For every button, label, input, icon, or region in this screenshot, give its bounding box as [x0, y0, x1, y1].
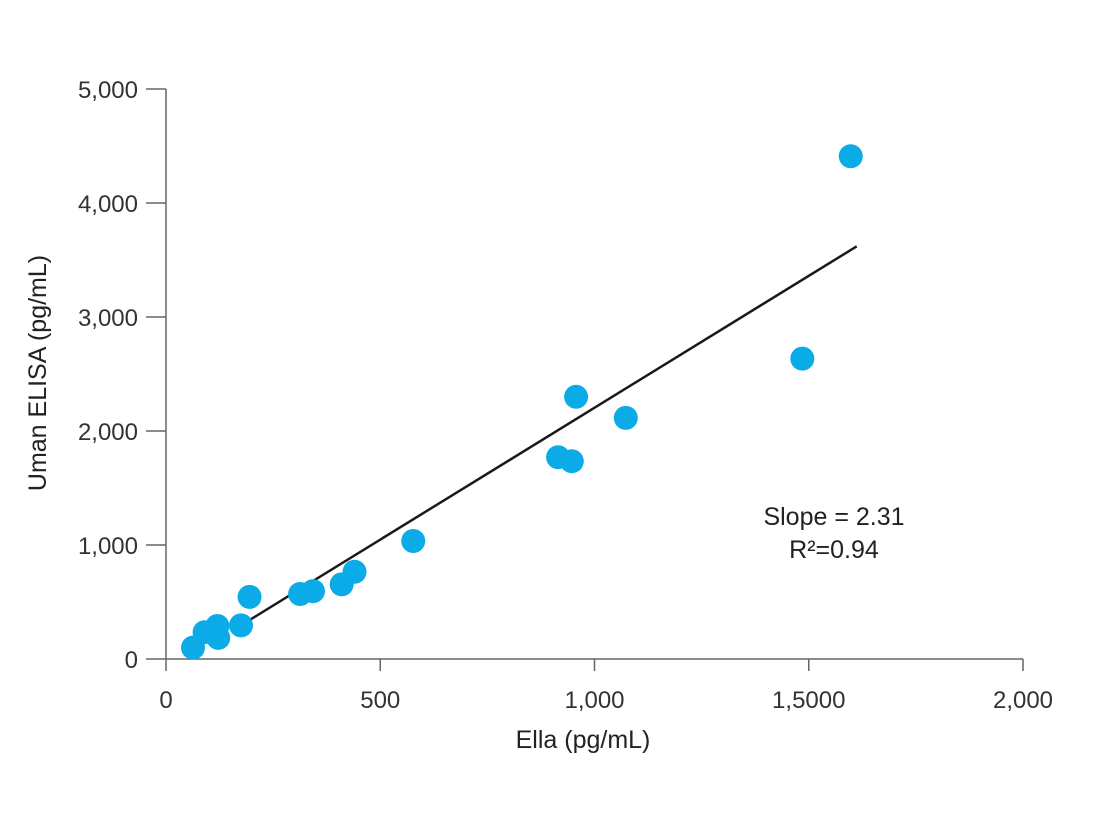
data-point [237, 584, 262, 609]
x-tick-label: 1,5000 [772, 687, 845, 714]
x-tick-label: 0 [159, 687, 172, 714]
x-tick-label: 1,000 [564, 687, 624, 714]
data-point [228, 613, 253, 638]
regression-line [246, 245, 858, 623]
data-point [559, 449, 584, 474]
y-tick-label: 3,000 [78, 305, 138, 332]
data-point [613, 405, 638, 430]
x-axis-title: Ella (pg/mL) [516, 726, 651, 754]
data-points [180, 144, 863, 660]
y-axis-title: Uman ELISA (pg/mL) [24, 255, 52, 491]
x-tick-label: 500 [360, 687, 400, 714]
data-point [790, 346, 815, 371]
fit-line-group [246, 245, 858, 623]
data-point [342, 559, 367, 584]
slope-annotation: Slope = 2.31 [763, 503, 904, 531]
y-tick-label: 2,000 [78, 419, 138, 446]
data-point [401, 529, 426, 554]
x-ticks: 0 500 1,000 1,5000 2,000 [159, 659, 1053, 714]
data-point [300, 579, 325, 604]
x-tick-label: 2,000 [993, 687, 1053, 714]
y-tick-label: 0 [125, 647, 138, 674]
data-point [206, 625, 231, 650]
r-squared-annotation: R²=0.94 [789, 536, 879, 564]
axes [165, 89, 1023, 660]
y-ticks: 0 1,000 2,000 3,000 4,000 5,000 [78, 77, 166, 674]
data-point [838, 144, 863, 169]
y-tick-label: 4,000 [78, 191, 138, 218]
y-tick-label: 1,000 [78, 533, 138, 560]
y-tick-label: 5,000 [78, 77, 138, 104]
data-point [564, 384, 589, 409]
